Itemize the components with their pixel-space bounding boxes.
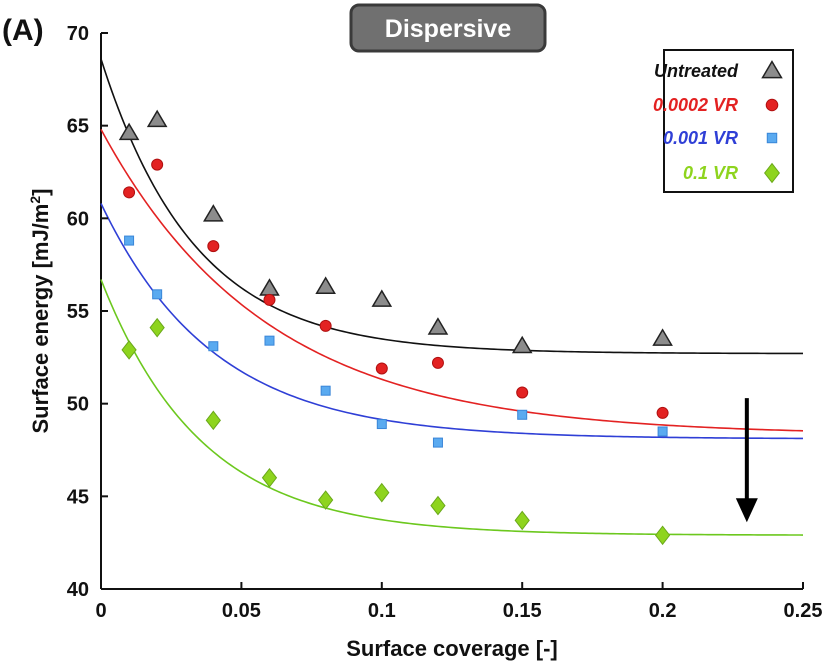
arrow-head [735, 498, 758, 523]
legend-marker-0-001-vr [766, 132, 778, 144]
data-point-0-001-vr [320, 385, 331, 396]
data-point-untreated [259, 278, 280, 296]
data-point-untreated [203, 204, 224, 222]
x-tick-label: 0 [95, 600, 106, 622]
data-point-0-001-vr [124, 235, 135, 246]
x-axis-label: Surface coverage [-] [346, 636, 558, 661]
data-point-0-0002-vr [319, 319, 332, 332]
y-tick-label: 40 [67, 579, 89, 601]
legend-marker-untreated [761, 60, 783, 79]
data-point-untreated [146, 109, 168, 128]
data-point-0-1-vr [654, 525, 671, 546]
x-tick-label: 0.15 [503, 600, 542, 622]
series-0-0002-vr [123, 158, 669, 419]
data-point-0-001-vr [264, 335, 275, 346]
data-point-0-0002-vr [151, 158, 164, 171]
data-point-0-0002-vr [431, 356, 444, 369]
chart-title: Dispersive [385, 15, 512, 43]
data-point-0-001-vr [517, 409, 528, 420]
data-point-untreated [652, 328, 673, 346]
trend-arrow [735, 398, 758, 523]
legend-label-0-0002-vr: 0.0002 VR [653, 95, 738, 115]
x-tick-label: 0.1 [368, 600, 396, 622]
fit-curve-0-1-vr [100, 279, 804, 536]
data-point-0-1-vr [430, 495, 446, 516]
data-markers [118, 109, 673, 546]
data-point-untreated [427, 317, 449, 335]
data-point-untreated [371, 289, 393, 307]
y-axis-label-main: Surface energy [mJ/m [28, 204, 53, 434]
data-point-0-001-vr [657, 426, 668, 437]
y-axis-label-superscript: 2 [27, 196, 43, 204]
data-point-0-1-vr [318, 490, 334, 510]
data-point-0-0002-vr [123, 186, 136, 199]
data-point-untreated [511, 335, 533, 354]
data-point-0-0002-vr [516, 386, 529, 399]
legend-label-0-001-vr: 0.001 VR [663, 128, 738, 148]
fit-curve-0-0002-vr [100, 128, 804, 432]
series-untreated [118, 109, 673, 354]
y-tick-label: 60 [67, 208, 89, 230]
series-0-001-vr [124, 235, 668, 448]
fit-curves [100, 58, 804, 536]
legend-marker-0-0002-vr [765, 98, 779, 112]
y-tick-label: 55 [67, 301, 89, 323]
x-tick-label: 0.05 [222, 600, 261, 622]
data-point-untreated [315, 276, 336, 294]
data-point-0-001-vr [376, 419, 387, 430]
data-point-0-1-vr [205, 410, 221, 431]
legend-label-0-1-vr: 0.1 VR [683, 163, 738, 183]
panel-label: (A) [2, 14, 44, 47]
title-box: Dispersive [349, 3, 547, 53]
axis-ticks: 0 0.05 0.1 0.15 0.2 0.25 40 45 50 55 60 65 70 [67, 23, 823, 622]
y-tick-label: 45 [67, 486, 89, 508]
data-point-0-0002-vr [375, 362, 388, 375]
title-box-background [349, 3, 547, 53]
data-point-0-0002-vr [207, 240, 220, 253]
fit-curve-0-001-vr [100, 203, 804, 440]
x-tick-label: 0.2 [649, 600, 677, 622]
fit-curve-untreated [100, 58, 803, 355]
legend-marker-0-1-vr [764, 162, 780, 184]
data-point-0-1-vr [374, 482, 390, 503]
data-point-0-001-vr [152, 289, 163, 300]
x-tick-label: 0.25 [784, 600, 823, 622]
data-point-0-1-vr [514, 510, 530, 531]
y-axis-label-end: ] [28, 189, 53, 196]
data-point-0-0002-vr [263, 293, 276, 306]
y-axis-label: Surface energy [mJ/m2] [27, 189, 53, 434]
data-point-0-1-vr [121, 340, 137, 360]
data-point-0-0002-vr [656, 406, 669, 419]
y-tick-label: 65 [67, 116, 89, 138]
legend-label-untreated: Untreated [654, 61, 739, 81]
data-point-0-001-vr [208, 341, 219, 352]
data-point-0-001-vr [432, 437, 443, 448]
series-0-1-vr [121, 317, 671, 546]
data-point-0-1-vr [149, 317, 165, 338]
y-tick-label: 70 [67, 23, 89, 45]
data-point-untreated [118, 122, 140, 141]
data-point-0-1-vr [261, 467, 278, 488]
y-tick-label: 50 [67, 394, 89, 416]
legend-items: Untreated 0.0002 VR 0.001 VR 0.1 VR [653, 60, 783, 184]
legend: Untreated 0.0002 VR 0.001 VR 0.1 VR [653, 49, 794, 193]
